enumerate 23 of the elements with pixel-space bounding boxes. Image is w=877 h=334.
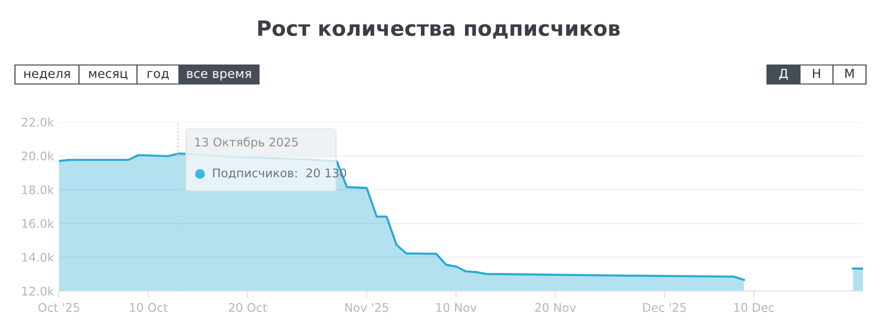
x-tick-label: 10 Dec <box>734 303 774 312</box>
text: все время <box>187 70 251 81</box>
text: М <box>845 68 854 78</box>
y-tick-label: 14.0k <box>22 252 54 262</box>
x-tick-label: 10 Oct <box>130 303 168 312</box>
y-tick-label: 16.0k <box>22 218 54 228</box>
text: Д <box>779 68 788 80</box>
x-tick-label: 20 Nov <box>535 303 576 312</box>
chart-title: Рост количества подписчиков <box>258 20 620 39</box>
y-tick-label: 12.0k <box>22 286 54 296</box>
y-tick-label: 22.0k <box>22 118 54 127</box>
y-tick-label: 20.0k <box>22 151 54 160</box>
x-tick-label: 20 Oct <box>228 303 267 312</box>
text: год <box>148 70 169 80</box>
x-tick-label: Nov '25 <box>345 303 388 312</box>
text: месяц <box>89 70 128 80</box>
text: неделя <box>24 70 70 80</box>
y-tick-label: 18.0k <box>22 185 54 194</box>
x-tick-label: 10 Nov <box>436 303 477 312</box>
text: Н <box>813 68 820 78</box>
x-tick-label: Dec '25 <box>643 303 686 312</box>
x-tick-label: Oct '25 <box>38 303 80 312</box>
annotation: 13 Октябрь 2025 <box>195 137 298 149</box>
